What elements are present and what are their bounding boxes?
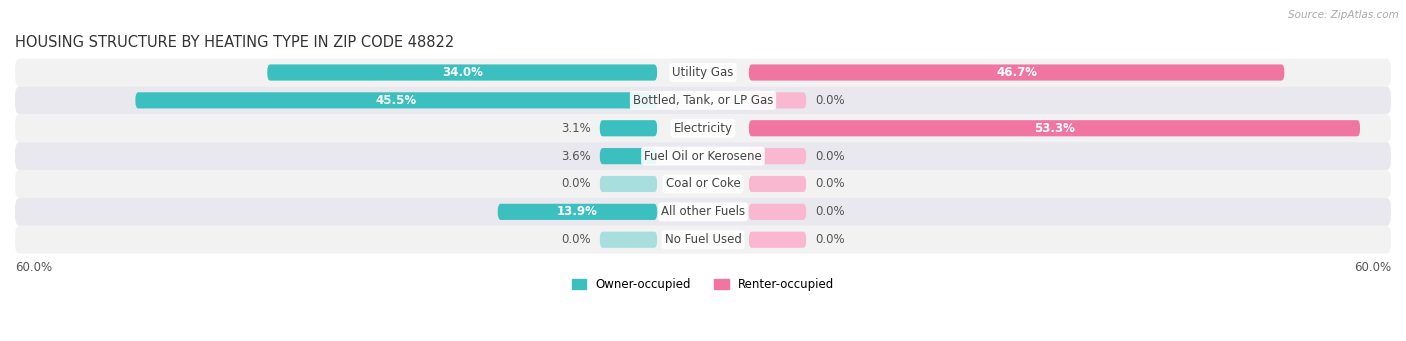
FancyBboxPatch shape bbox=[749, 232, 806, 248]
Text: 46.7%: 46.7% bbox=[995, 66, 1038, 79]
Text: 60.0%: 60.0% bbox=[1354, 262, 1391, 275]
Text: 0.0%: 0.0% bbox=[561, 233, 591, 246]
Text: Fuel Oil or Kerosene: Fuel Oil or Kerosene bbox=[644, 150, 762, 163]
FancyBboxPatch shape bbox=[267, 64, 657, 80]
Text: HOUSING STRUCTURE BY HEATING TYPE IN ZIP CODE 48822: HOUSING STRUCTURE BY HEATING TYPE IN ZIP… bbox=[15, 35, 454, 50]
FancyBboxPatch shape bbox=[498, 204, 657, 220]
FancyBboxPatch shape bbox=[600, 176, 657, 192]
Text: 0.0%: 0.0% bbox=[815, 178, 845, 191]
FancyBboxPatch shape bbox=[749, 64, 1284, 80]
Text: Utility Gas: Utility Gas bbox=[672, 66, 734, 79]
Text: No Fuel Used: No Fuel Used bbox=[665, 233, 741, 246]
Text: 3.1%: 3.1% bbox=[561, 122, 591, 135]
Text: 0.0%: 0.0% bbox=[561, 178, 591, 191]
FancyBboxPatch shape bbox=[600, 148, 657, 164]
FancyBboxPatch shape bbox=[15, 59, 1391, 86]
FancyBboxPatch shape bbox=[15, 114, 1391, 142]
Text: 13.9%: 13.9% bbox=[557, 205, 598, 218]
FancyBboxPatch shape bbox=[15, 142, 1391, 170]
Text: 0.0%: 0.0% bbox=[815, 150, 845, 163]
FancyBboxPatch shape bbox=[15, 86, 1391, 114]
Text: All other Fuels: All other Fuels bbox=[661, 205, 745, 218]
FancyBboxPatch shape bbox=[600, 232, 657, 248]
Text: Bottled, Tank, or LP Gas: Bottled, Tank, or LP Gas bbox=[633, 94, 773, 107]
Text: 34.0%: 34.0% bbox=[441, 66, 482, 79]
FancyBboxPatch shape bbox=[749, 92, 806, 108]
FancyBboxPatch shape bbox=[749, 176, 806, 192]
Text: Electricity: Electricity bbox=[673, 122, 733, 135]
Text: 3.6%: 3.6% bbox=[561, 150, 591, 163]
FancyBboxPatch shape bbox=[749, 120, 1360, 136]
Text: Coal or Coke: Coal or Coke bbox=[665, 178, 741, 191]
FancyBboxPatch shape bbox=[749, 148, 806, 164]
Text: Source: ZipAtlas.com: Source: ZipAtlas.com bbox=[1288, 10, 1399, 20]
FancyBboxPatch shape bbox=[135, 92, 657, 108]
Text: 0.0%: 0.0% bbox=[815, 94, 845, 107]
Text: 60.0%: 60.0% bbox=[15, 262, 52, 275]
FancyBboxPatch shape bbox=[15, 170, 1391, 198]
FancyBboxPatch shape bbox=[15, 198, 1391, 226]
Text: 0.0%: 0.0% bbox=[815, 233, 845, 246]
Text: 0.0%: 0.0% bbox=[815, 205, 845, 218]
FancyBboxPatch shape bbox=[600, 120, 657, 136]
Text: 45.5%: 45.5% bbox=[375, 94, 416, 107]
Legend: Owner-occupied, Renter-occupied: Owner-occupied, Renter-occupied bbox=[572, 278, 834, 291]
FancyBboxPatch shape bbox=[749, 204, 806, 220]
Text: 53.3%: 53.3% bbox=[1033, 122, 1076, 135]
FancyBboxPatch shape bbox=[15, 226, 1391, 254]
